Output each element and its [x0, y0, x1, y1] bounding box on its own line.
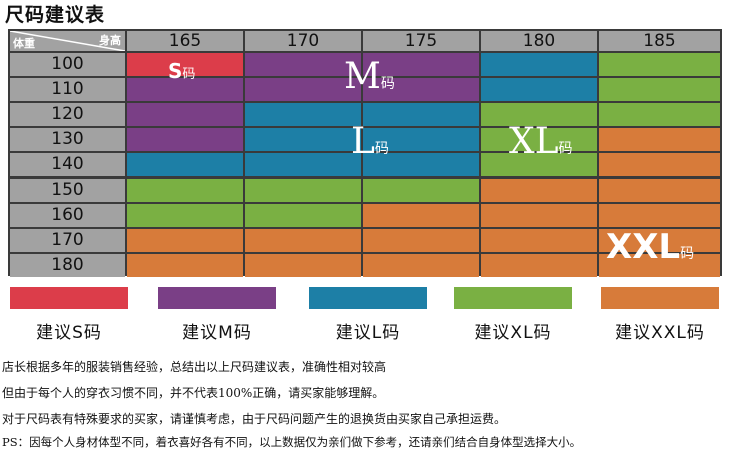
- legend-text-s: 建议S码: [36, 323, 102, 343]
- size-cell: [481, 128, 597, 152]
- size-label-xxl: XXL码: [606, 229, 694, 265]
- size-cell: [599, 203, 720, 227]
- size-cell: [481, 253, 597, 277]
- size-cell: [245, 103, 361, 127]
- size-letter: M: [344, 56, 381, 97]
- size-cell: [363, 103, 479, 127]
- legend-swatch-m: [158, 287, 276, 309]
- legend-swatch-s: [10, 287, 128, 309]
- size-unit: 码: [182, 67, 196, 82]
- size-cell: [481, 153, 597, 177]
- weight-header-130: 130: [10, 128, 125, 152]
- size-cell: [363, 178, 479, 202]
- weight-header-150: 150: [10, 178, 125, 202]
- weight-header-110: 110: [10, 78, 125, 102]
- note-line: 对于尺码表有特殊要求的买家，请谨慎考虑，由于尺码问题产生的退换货由买家自己承担运…: [2, 412, 507, 426]
- size-letter: S: [168, 59, 183, 83]
- size-cell: [245, 153, 361, 177]
- legend-swatch-xl: [454, 287, 572, 309]
- size-cell: [481, 103, 597, 127]
- weight-header-100: 100: [10, 53, 125, 76]
- height-header-170: 170: [245, 31, 361, 51]
- size-cell: [599, 128, 720, 152]
- size-letter: XXL: [606, 227, 681, 267]
- size-label-l: L码: [351, 124, 389, 160]
- size-cell: [363, 253, 479, 277]
- size-cell: [599, 153, 720, 177]
- size-cell: [363, 53, 479, 76]
- size-cell: [363, 228, 479, 252]
- height-axis-label: 身高: [99, 34, 121, 47]
- size-cell: [245, 78, 361, 102]
- size-chart-grid: 身高 体重 165 170 175 180 185 100 110 120 130 140 150 1…: [8, 29, 722, 277]
- size-cell: [599, 253, 720, 277]
- height-header-165: 165: [127, 31, 243, 51]
- note-line: 但由于每个人的穿衣习惯不同，并不代表100%正确，请买家能够理解。: [2, 386, 385, 400]
- size-cell: [363, 78, 479, 102]
- size-label-m: M码: [344, 59, 395, 95]
- weight-header-120: 120: [10, 103, 125, 127]
- size-unit: 码: [680, 246, 695, 262]
- size-cell: [245, 128, 361, 152]
- weight-header-140: 140: [10, 153, 125, 177]
- page-title: 尺码建议表: [5, 4, 106, 26]
- size-cell: [599, 53, 720, 76]
- corner-divider: [10, 31, 125, 51]
- size-cell: [599, 78, 720, 102]
- size-cell: [127, 128, 243, 152]
- size-cell: [481, 78, 597, 102]
- size-cell: [127, 78, 243, 102]
- size-cell: [127, 53, 243, 76]
- legend-text-m: 建议M码: [182, 323, 252, 343]
- size-cell: [127, 153, 243, 177]
- size-unit: 码: [380, 76, 395, 92]
- size-letter: XL: [509, 121, 559, 162]
- size-cell: [127, 203, 243, 227]
- size-cell: [363, 153, 479, 177]
- size-cell: [127, 103, 243, 127]
- size-cell: [363, 128, 479, 152]
- legend-text-xxl: 建议XXL码: [615, 323, 705, 343]
- size-label-xl: XL码: [509, 124, 573, 160]
- size-unit: 码: [374, 141, 389, 157]
- size-cell: [481, 53, 597, 76]
- size-cell: [245, 228, 361, 252]
- size-label-s: S码: [168, 53, 195, 89]
- note-line: 店长根据多年的服装销售经验，总结出以上尺码建议表，准确性相对较高: [2, 360, 387, 374]
- size-letter: L: [351, 121, 375, 162]
- size-cell: [245, 203, 361, 227]
- legend-swatch-l: [309, 287, 427, 309]
- height-header-185: 185: [599, 31, 720, 51]
- size-cell: [481, 178, 597, 202]
- size-cell: [245, 253, 361, 277]
- legend-text-l: 建议L码: [335, 323, 401, 343]
- size-cell: [245, 53, 361, 76]
- legend-swatch-xxl: [601, 287, 719, 309]
- weight-header-180: 180: [10, 253, 125, 277]
- size-cell: [245, 178, 361, 202]
- size-cell: [599, 228, 720, 252]
- corner-cell: 身高 体重: [10, 31, 125, 51]
- height-header-175: 175: [363, 31, 479, 51]
- size-cell: [481, 228, 597, 252]
- weight-axis-label: 体重: [13, 37, 35, 50]
- height-header-180: 180: [481, 31, 597, 51]
- size-unit: 码: [558, 141, 573, 157]
- size-cell: [127, 228, 243, 252]
- size-cell: [127, 253, 243, 277]
- size-cell: [363, 203, 479, 227]
- size-cell: [599, 103, 720, 127]
- weight-header-170: 170: [10, 228, 125, 252]
- note-line: PS：因每个人身材体型不同，着衣喜好各有不同，以上数据仅为亲们做下参考，还请亲们…: [2, 435, 582, 449]
- size-cell: [127, 178, 243, 202]
- legend-text-xl: 建议XL码: [474, 323, 552, 343]
- weight-header-160: 160: [10, 203, 125, 227]
- size-cell: [481, 203, 597, 227]
- size-cell: [599, 178, 720, 202]
